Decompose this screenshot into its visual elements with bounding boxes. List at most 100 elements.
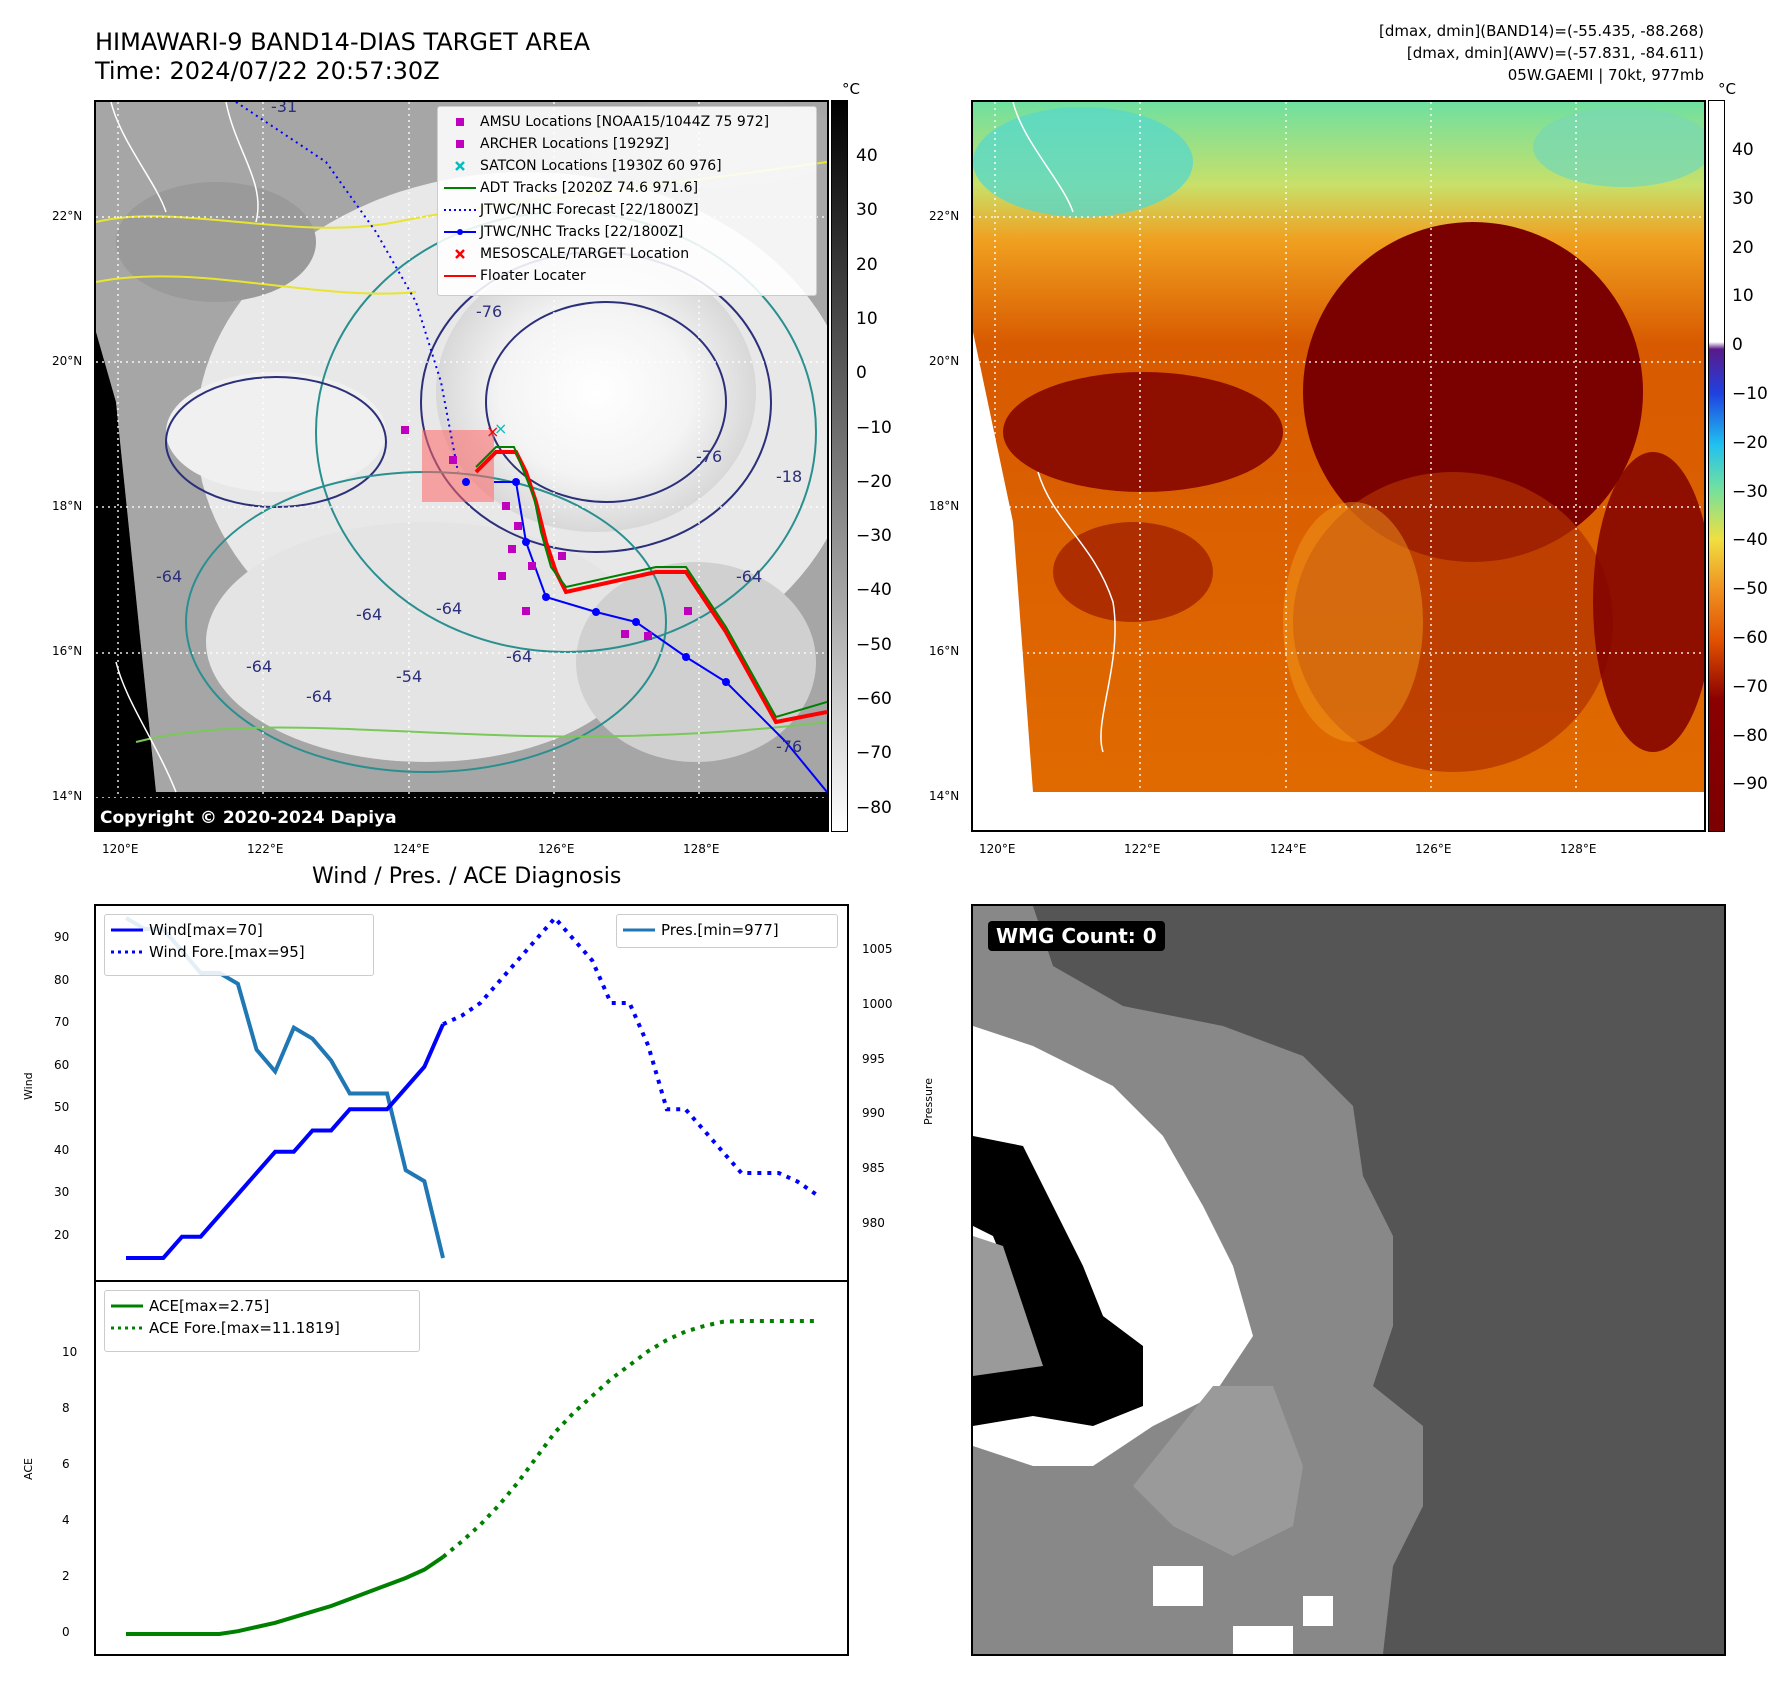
colorbar-tick-label: −70 <box>856 743 892 764</box>
lat-label: 22°N <box>929 209 960 223</box>
ir-legend-entry: ARCHER Locations [1929Z] <box>444 133 810 155</box>
wind-tick-label: 90 <box>54 930 70 945</box>
legend-ace-fore: ACE Fore.[max=11.1819] <box>149 1319 340 1337</box>
pressure-ylabel: Pressure <box>922 1078 935 1125</box>
awv-colorbar <box>1708 100 1725 832</box>
wind-ylabel: Wind <box>22 1072 35 1100</box>
ace-tick-label: 6 <box>62 1457 70 1471</box>
colorbar-tick-label: −20 <box>1732 432 1768 453</box>
pressure-legend: Pres.[min=977] <box>616 914 838 948</box>
wind-tick-label: 40 <box>54 1142 70 1157</box>
colorbar-tick-label: −30 <box>1732 481 1768 502</box>
legend-ace: ACE[max=2.75] <box>149 1297 270 1315</box>
colorbar-tick-label: 20 <box>856 254 878 275</box>
lat-label: 18°N <box>929 499 960 513</box>
colorbar-tick-label: −40 <box>1732 530 1768 551</box>
ir-legend-label: ARCHER Locations [1929Z] <box>480 136 670 152</box>
lon-label: 124°E <box>393 842 430 856</box>
lon-label: 128°E <box>683 842 720 856</box>
ace-tick-label: 10 <box>62 1345 78 1359</box>
lat-label: 22°N <box>52 209 83 223</box>
legend-symbol-icon <box>444 116 476 128</box>
colorbar-tick-label: 30 <box>1732 188 1754 209</box>
colorbar-tick-label: −50 <box>1732 579 1768 600</box>
colorbar-tick-label: −90 <box>1732 774 1768 795</box>
chart-title: HIMAWARI-9 BAND14-DIAS TARGET AREA <box>95 28 591 56</box>
awv-map-image <box>973 102 1704 830</box>
ir-legend-label: JTWC/NHC Forecast [22/1800Z] <box>480 202 699 218</box>
wmg-image <box>973 906 1423 1654</box>
contour-label: -64 <box>356 605 382 624</box>
lon-label: 124°E <box>1270 842 1307 856</box>
lon-label: 122°E <box>247 842 284 856</box>
band14-stats: [dmax, dmin](BAND14)=(-55.435, -88.268) <box>1379 22 1704 40</box>
ace-tick-label: 8 <box>62 1401 70 1415</box>
wind-tick-label: 60 <box>54 1057 70 1072</box>
lon-label: 122°E <box>1124 842 1161 856</box>
ir-legend-label: ADT Tracks [2020Z 74.6 971.6] <box>480 180 699 196</box>
contour-label: -76 <box>776 737 802 756</box>
legend-wind-fore: Wind Fore.[max=95] <box>149 943 305 961</box>
colorbar-tick-label: −30 <box>856 526 892 547</box>
ace-ylabel: ACE <box>22 1458 35 1480</box>
lon-label: 126°E <box>538 842 575 856</box>
wind-line <box>126 1023 445 1260</box>
colorbar-tick-label: 30 <box>856 200 878 221</box>
contour-label: -76 <box>476 302 502 321</box>
contour-label: -64 <box>156 567 182 586</box>
ir-legend-entry: JTWC/NHC Forecast [22/1800Z] <box>444 199 810 221</box>
colorbar-tick-label: 20 <box>1732 237 1754 258</box>
colorbar-tick-label: −50 <box>856 634 892 655</box>
colorbar-tick-label: −80 <box>1732 725 1768 746</box>
contour-label: -64 <box>736 567 762 586</box>
ir-legend-label: MESOSCALE/TARGET Location <box>480 246 690 262</box>
colorbar-tick-label: −80 <box>856 797 892 818</box>
storm-info: 05W.GAEMI | 70kt, 977mb <box>1507 66 1704 84</box>
pressure-tick-label: 980 <box>862 1216 885 1231</box>
lon-label: 120°E <box>979 842 1016 856</box>
diagnosis-title: Wind / Pres. / ACE Diagnosis <box>312 864 622 889</box>
ir-legend-entry: AMSU Locations [NOAA15/1044Z 75 972] <box>444 111 810 133</box>
colorbar-tick-label: −60 <box>856 689 892 709</box>
colorbar-tick-label: −40 <box>856 580 892 601</box>
colorbar-tick-label: −10 <box>856 417 892 438</box>
ir-legend-entry: Floater Locater <box>444 265 810 287</box>
contour-label: -18 <box>776 467 802 486</box>
pressure-tick-label: 985 <box>862 1161 885 1176</box>
colorbar-tick-label: −70 <box>1732 676 1768 697</box>
ir-map-legend: AMSU Locations [NOAA15/1044Z 75 972] ARCH… <box>437 106 817 296</box>
colorbar-tick-label: 10 <box>856 308 878 329</box>
colorbar-tick-label: 40 <box>1732 140 1754 160</box>
ace-forecast-line <box>441 1318 816 1559</box>
wind-tick-label: 50 <box>54 1100 70 1115</box>
legend-symbol-icon <box>444 138 476 150</box>
colorbar-tick-label: 0 <box>1732 335 1743 356</box>
colorbar-tick-label: −60 <box>1732 628 1768 648</box>
svg-text:×: × <box>486 422 499 441</box>
lat-label: 14°N <box>929 789 960 803</box>
legend-wind: Wind[max=70] <box>149 921 263 939</box>
ir-legend-entry: JTWC/NHC Tracks [22/1800Z] <box>444 221 810 243</box>
awv-map-panel <box>971 100 1706 832</box>
wind-legend: Wind[max=70] Wind Fore.[max=95] <box>104 914 374 976</box>
pressure-tick-label: 1000 <box>862 996 893 1011</box>
pressure-tick-label: 990 <box>862 1106 885 1121</box>
colorbar-tick-label: −20 <box>856 471 892 492</box>
ace-tick-label: 2 <box>62 1569 70 1583</box>
colorbar-tick-label: 40 <box>856 146 878 166</box>
awv-stats: [dmax, dmin](AWV)=(-57.831, -84.611) <box>1406 44 1704 62</box>
ace-legend: ACE[max=2.75] ACE Fore.[max=11.1819] <box>104 1290 420 1352</box>
contour-label: -76 <box>696 447 722 466</box>
legend-symbol-icon <box>444 185 476 191</box>
ace-line <box>126 1555 445 1636</box>
awv-colorbar-unit: °C <box>1718 80 1736 98</box>
ir-colorbar <box>831 100 848 832</box>
ace-panel <box>94 1280 849 1656</box>
legend-pres: Pres.[min=977] <box>661 921 779 939</box>
wind-tick-label: 80 <box>54 972 70 987</box>
colorbar-tick-label: 10 <box>1732 286 1754 307</box>
ir-legend-entry: ADT Tracks [2020Z 74.6 971.6] <box>444 177 810 199</box>
lon-label: 128°E <box>1560 842 1597 856</box>
wind-forecast-line <box>442 914 818 1196</box>
ir-legend-label: SATCON Locations [1930Z 60 976] <box>480 158 722 174</box>
